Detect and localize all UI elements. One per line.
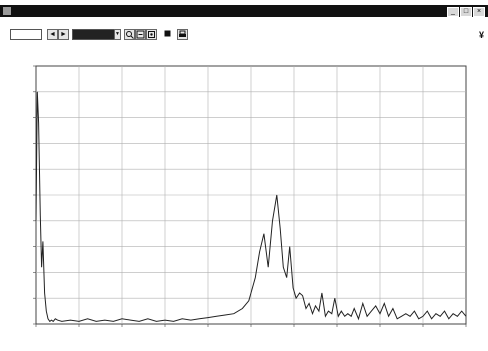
- dropdown-arrow-icon[interactable]: ▼: [114, 29, 121, 40]
- toolbar: ◄ ► ▼: [0, 27, 488, 42]
- grid-lines: [36, 66, 466, 324]
- zoom-in-icon[interactable]: [124, 29, 135, 40]
- data-series: [35, 91, 467, 323]
- app-icon[interactable]: [3, 7, 11, 15]
- zoom-out-icon[interactable]: [135, 29, 146, 40]
- series-line-0: [35, 91, 467, 323]
- next-button[interactable]: ►: [58, 29, 69, 40]
- help-icon[interactable]: ¥: [478, 30, 484, 40]
- print-icon[interactable]: [177, 29, 188, 40]
- axis-ticks: [33, 65, 467, 327]
- window-controls: _ □ ×: [447, 7, 485, 17]
- stop-icon[interactable]: [162, 29, 173, 40]
- prev-button[interactable]: ◄: [47, 29, 58, 40]
- title-bar: _ □ ×: [0, 5, 488, 17]
- minimize-button[interactable]: _: [447, 7, 459, 17]
- maximize-button[interactable]: □: [460, 7, 472, 17]
- zoom-fit-icon[interactable]: [146, 29, 157, 40]
- close-button[interactable]: ×: [473, 7, 485, 17]
- page-field[interactable]: [10, 29, 42, 40]
